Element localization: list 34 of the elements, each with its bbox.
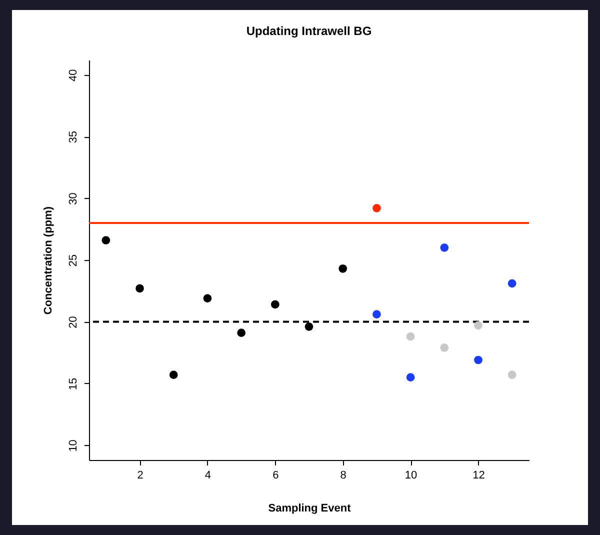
y-tick-label: 15 [68, 378, 80, 390]
point [474, 356, 482, 364]
y-tick-label: 10 [68, 440, 80, 452]
y-axis-title: Concentration (ppm) [42, 206, 54, 315]
x-tick-label: 12 [472, 470, 485, 482]
x-tick-label: 10 [404, 470, 418, 482]
x-axis-title: Sampling Event [268, 502, 352, 514]
point [508, 370, 516, 379]
chart-title: Updating Intrawell BG [246, 24, 372, 38]
point [372, 310, 381, 318]
point [372, 204, 381, 212]
point [338, 264, 348, 273]
x-tick-label: 2 [137, 470, 144, 482]
point [270, 300, 280, 309]
point [136, 284, 144, 293]
y-tick-label: 35 [68, 130, 80, 144]
x-tick-label: 8 [340, 470, 346, 482]
point [237, 328, 246, 338]
y-tick-label: 20 [68, 316, 80, 328]
y-tick-label: 30 [68, 192, 80, 205]
point [474, 321, 482, 330]
point [102, 236, 110, 244]
point [169, 370, 178, 379]
x-tick-label: 6 [272, 470, 279, 482]
point [440, 243, 449, 252]
point [203, 294, 212, 302]
point [406, 373, 415, 382]
point [508, 279, 516, 288]
point [440, 343, 449, 352]
y-tick-label: 25 [68, 254, 80, 267]
x-tick-label: 4 [204, 470, 212, 482]
point [304, 322, 314, 331]
point [406, 332, 415, 341]
y-tick-label: 40 [68, 69, 80, 82]
